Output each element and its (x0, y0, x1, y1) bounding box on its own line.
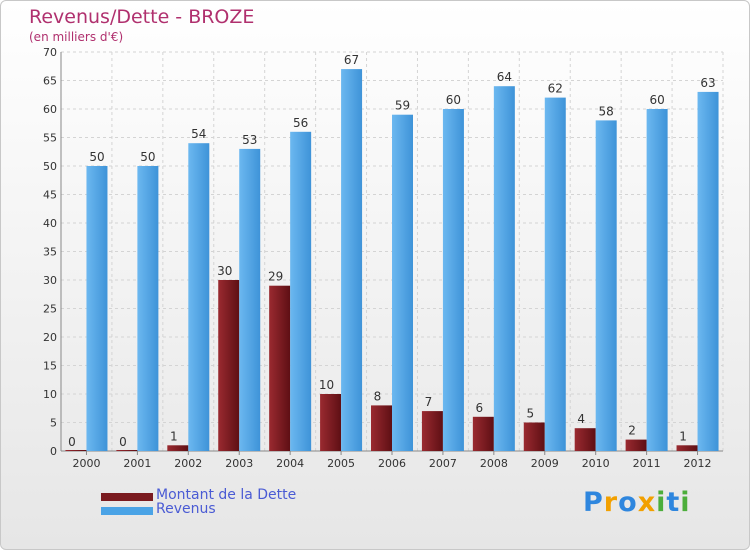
y-tick-label: 20 (43, 331, 57, 344)
data-label-debt: 0 (68, 435, 76, 449)
y-tick-label: 40 (43, 217, 57, 230)
x-tick-label: 2010 (582, 457, 610, 470)
data-label-debt: 29 (268, 270, 283, 284)
x-tick-label: 2004 (276, 457, 304, 470)
data-label-revenue: 67 (344, 53, 359, 67)
x-tick-label: 2002 (174, 457, 202, 470)
data-label-debt: 5 (526, 407, 534, 421)
legend-label-debt: Montant de la Dette (156, 487, 297, 503)
bar-debt (65, 450, 87, 451)
data-label-revenue: 50 (89, 150, 104, 164)
legend-label-revenue: Revenus (156, 501, 216, 517)
legend-swatch-revenue (101, 507, 153, 515)
x-tick-label: 2008 (480, 457, 508, 470)
y-tick-label: 65 (43, 75, 57, 88)
x-tick-label: 2011 (633, 457, 661, 470)
data-label-revenue: 54 (191, 127, 206, 141)
bar-debt (574, 428, 596, 451)
bar-debt (116, 450, 138, 451)
bar-debt (371, 405, 392, 451)
data-label-revenue: 64 (497, 70, 512, 84)
bar-revenue (646, 109, 668, 451)
data-label-debt: 1 (679, 429, 687, 443)
x-tick-label: 2000 (72, 457, 100, 470)
data-label-revenue: 60 (649, 93, 664, 107)
x-tick-label: 2009 (531, 457, 559, 470)
bar-debt (676, 445, 698, 451)
bar-revenue (86, 166, 108, 451)
bar-debt (625, 439, 647, 451)
bar-revenue (137, 166, 159, 451)
data-label-revenue: 63 (700, 76, 715, 90)
y-tick-label: 10 (43, 388, 57, 401)
bar-revenue (290, 131, 312, 452)
bar-debt (218, 280, 240, 451)
x-tick-label: 2006 (378, 457, 406, 470)
data-label-debt: 2 (628, 424, 636, 438)
bar-debt (472, 416, 494, 451)
bar-revenue (392, 114, 413, 451)
data-label-debt: 4 (577, 412, 585, 426)
bar-debt (320, 394, 342, 451)
x-tick-label: 2005 (327, 457, 355, 470)
data-label-revenue: 56 (293, 116, 308, 130)
bar-debt (523, 422, 545, 451)
y-tick-label: 60 (43, 103, 57, 116)
x-tick-label: 2007 (429, 457, 457, 470)
bar-debt (167, 445, 189, 451)
data-label-revenue: 62 (548, 82, 563, 96)
data-label-debt: 6 (476, 401, 484, 415)
bar-revenue (239, 148, 261, 451)
bar-debt (421, 411, 443, 451)
y-tick-label: 30 (43, 274, 57, 287)
y-tick-label: 25 (43, 303, 57, 316)
data-label-debt: 8 (374, 389, 382, 403)
data-label-revenue: 50 (140, 150, 155, 164)
bar-revenue (188, 143, 210, 451)
y-tick-label: 50 (43, 160, 57, 173)
proxiti-logo: Proxiti (583, 487, 691, 518)
x-tick-label: 2001 (123, 457, 151, 470)
data-labels: 0 50 0 50 1 54 30 53 29 56 10 67 8 59 7 60 6 64 5 62 4 58 2 60 1… (68, 53, 716, 449)
y-tick-label: 55 (43, 132, 57, 145)
x-tick-label: 2003 (225, 457, 253, 470)
data-label-debt: 10 (319, 378, 334, 392)
legend-swatch-debt (101, 493, 153, 501)
chart-title: Revenus/Dette - BROZE (29, 6, 255, 28)
bar-revenue (544, 97, 566, 451)
bar-revenue (341, 69, 363, 451)
y-tick-label: 5 (50, 417, 57, 430)
bar-revenue (595, 120, 617, 452)
y-tick-label: 45 (43, 189, 57, 202)
chart-subtitle: (en milliers d'€) (29, 30, 124, 44)
bar-debt (269, 285, 291, 451)
data-label-debt: 1 (170, 429, 178, 443)
data-label-revenue: 59 (395, 99, 410, 113)
x-tick-label: 2012 (684, 457, 712, 470)
bar-revenue (493, 86, 515, 451)
bars (65, 69, 719, 452)
data-label-debt: 30 (217, 264, 232, 278)
bar-revenue (442, 109, 464, 451)
data-label-revenue: 58 (599, 104, 614, 118)
data-label-revenue: 60 (446, 93, 461, 107)
y-tick-label: 0 (50, 445, 57, 458)
data-label-revenue: 53 (242, 133, 257, 147)
data-label-debt: 7 (425, 395, 433, 409)
y-tick-label: 70 (43, 46, 57, 59)
y-tick-label: 15 (43, 360, 57, 373)
data-label-debt: 0 (119, 435, 127, 449)
y-tick-label: 35 (43, 246, 57, 259)
bar-revenue (697, 91, 719, 452)
